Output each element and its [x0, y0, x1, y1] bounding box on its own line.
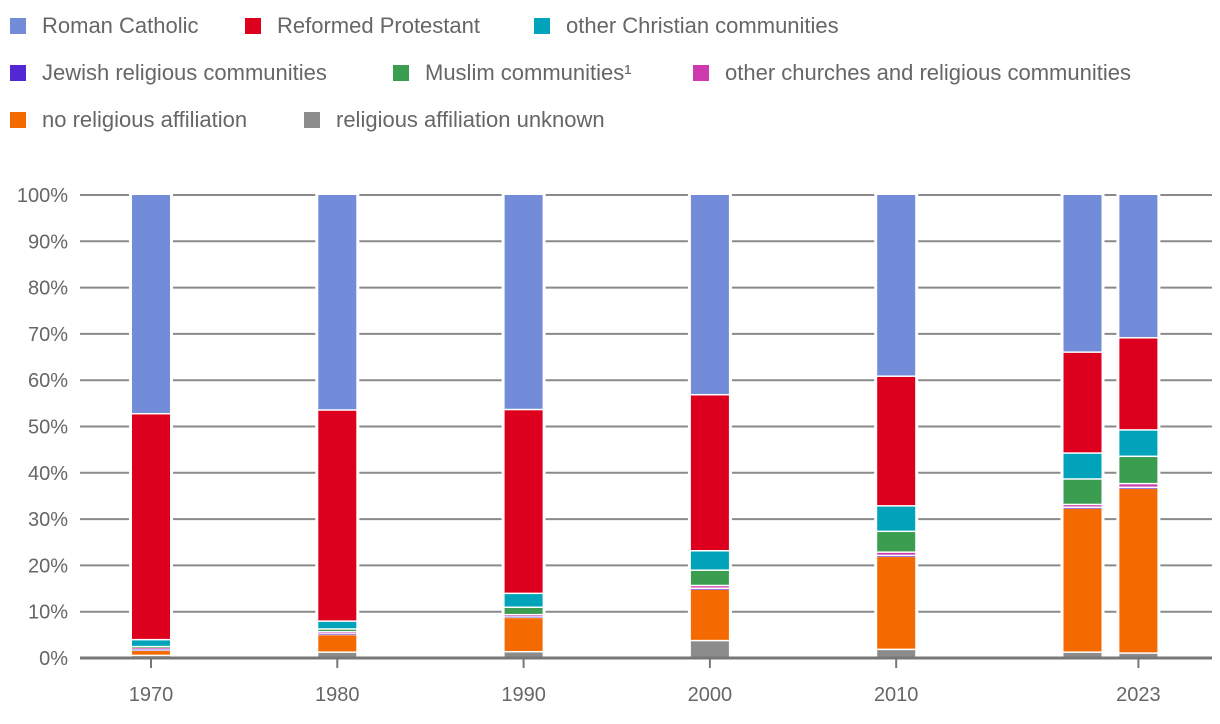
- legend-item-rc: Roman Catholic: [10, 13, 199, 39]
- y-tick-label: 30%: [28, 509, 68, 531]
- y-tick-label: 80%: [28, 278, 68, 300]
- bar-segment-mus-2010: [877, 532, 916, 552]
- bar-segment-jew-1970: [132, 649, 170, 651]
- bar-segment-rc-1970: [132, 195, 170, 413]
- bar-segment-mus-2020: [1063, 479, 1102, 504]
- bar-segment-rc-1980: [318, 195, 357, 410]
- legend-swatch: [10, 18, 26, 34]
- bar-segment-jew-1980: [318, 633, 357, 635]
- bar-segment-jew-1990: [504, 616, 543, 618]
- bar-segment-oc-2023: [1119, 430, 1158, 456]
- x-tick-label: 2000: [688, 684, 733, 706]
- legend-swatch: [245, 18, 261, 34]
- bar-segment-ref-2020: [1063, 352, 1102, 453]
- bar-segment-mus-2000: [690, 570, 729, 585]
- y-tick-label: 40%: [28, 463, 68, 485]
- bar-segment-rc-2010: [877, 195, 916, 376]
- bar-segment-ref-2023: [1119, 338, 1158, 430]
- bar-segment-ref-2000: [690, 395, 729, 551]
- bar-segment-mus-1980: [318, 629, 357, 632]
- bar-segment-rc-2000: [690, 195, 729, 394]
- legend-item-none: no religious affiliation: [10, 107, 247, 133]
- bar-segment-oc-2020: [1063, 453, 1102, 479]
- y-tick-label: 20%: [28, 555, 68, 577]
- bar-segment-none-1990: [504, 618, 543, 651]
- bar-segment-jew-2020: [1063, 507, 1102, 509]
- y-tick-label: 50%: [28, 417, 68, 439]
- y-tick-label: 100%: [17, 185, 68, 207]
- bar-segment-none-2010: [877, 557, 916, 649]
- bar-segment-unk-1990: [504, 652, 543, 657]
- bar-segment-none-2020: [1063, 508, 1102, 652]
- legend-item-mus: Muslim communities¹: [393, 60, 632, 86]
- legend-swatch: [10, 65, 26, 81]
- legend-item-ref: Reformed Protestant: [245, 13, 480, 39]
- bar-segment-oth-1990: [504, 615, 543, 617]
- x-tick-label: 2023: [1116, 684, 1161, 706]
- legend-label: Reformed Protestant: [277, 13, 480, 38]
- bar-segment-unk-2023: [1119, 653, 1158, 657]
- y-tick-label: 10%: [28, 602, 68, 624]
- x-tick-label: 1980: [315, 684, 360, 706]
- bar-segment-ref-1980: [318, 410, 357, 621]
- legend-swatch: [304, 112, 320, 128]
- bar-segment-oth-1970: [132, 648, 170, 649]
- bar-segment-mus-2023: [1119, 457, 1158, 483]
- y-tick-label: 60%: [28, 370, 68, 392]
- x-tick-label: 1970: [129, 684, 174, 706]
- bar-segment-oth-2020: [1063, 505, 1102, 507]
- bar-segment-none-2023: [1119, 489, 1158, 653]
- bar-segment-oc-1980: [318, 621, 357, 629]
- bar-segment-mus-1970: [132, 647, 170, 648]
- x-tick-label: 1990: [501, 684, 546, 706]
- bar-segment-none-2000: [690, 589, 729, 640]
- legend-item-oc: other Christian communities: [534, 13, 839, 39]
- bar-segment-jew-2000: [690, 589, 729, 590]
- bar-segment-mus-1990: [504, 607, 543, 614]
- x-tick-label: 2010: [874, 684, 919, 706]
- legend-swatch: [693, 65, 709, 81]
- legend-item-jew: Jewish religious communities: [10, 60, 327, 86]
- bar-segment-oth-2023: [1119, 484, 1158, 487]
- legend-swatch: [10, 112, 26, 128]
- bar-segment-unk-1980: [318, 652, 357, 657]
- bar-segment-unk-2000: [690, 641, 729, 657]
- bar-segment-oth-2000: [690, 586, 729, 588]
- bar-segment-jew-2010: [877, 556, 916, 557]
- bar-segment-rc-2020: [1063, 195, 1102, 352]
- legend-label: Muslim communities¹: [425, 60, 632, 85]
- y-tick-label: 0%: [39, 648, 68, 670]
- y-tick-label: 90%: [28, 231, 68, 253]
- bar-segment-unk-2010: [877, 650, 916, 657]
- bar-segment-none-1980: [318, 635, 357, 652]
- legend-label: Roman Catholic: [42, 13, 199, 38]
- legend-label: other churches and religious communities: [725, 60, 1131, 85]
- bar-segment-oc-2010: [877, 506, 916, 531]
- bar-segment-oc-1990: [504, 594, 543, 607]
- bar-segment-oc-1970: [132, 640, 170, 646]
- bar-segment-rc-1990: [504, 195, 543, 409]
- legend-label: Jewish religious communities: [42, 60, 327, 85]
- bar-segment-ref-1990: [504, 410, 543, 593]
- bar-segment-oc-2000: [690, 551, 729, 570]
- bar-segment-oth-1980: [318, 632, 357, 634]
- legend-label: no religious affiliation: [42, 107, 248, 132]
- legend-swatch: [393, 65, 409, 81]
- bar-segment-rc-2023: [1119, 195, 1158, 338]
- bar-segment-ref-1970: [132, 414, 170, 639]
- legend-item-unk: religious affiliation unknown: [304, 107, 605, 133]
- bar-segment-unk-2020: [1063, 652, 1102, 657]
- bar-segment-oth-2010: [877, 552, 916, 555]
- bar-segment-ref-2010: [877, 376, 916, 506]
- bar-segment-unk-1970: [132, 656, 170, 657]
- legend-label: religious affiliation unknown: [336, 107, 605, 132]
- y-tick-label: 70%: [28, 324, 68, 346]
- legend-swatch: [534, 18, 550, 34]
- legend-item-oth: other churches and religious communities: [693, 60, 1131, 86]
- bar-segment-jew-2023: [1119, 488, 1158, 489]
- legend-label: other Christian communities: [566, 13, 839, 38]
- bar-segment-none-1970: [132, 651, 170, 655]
